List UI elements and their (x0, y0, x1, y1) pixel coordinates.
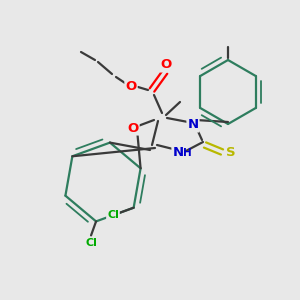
Text: O: O (160, 58, 172, 71)
Text: N: N (188, 118, 199, 131)
Text: O: O (128, 122, 139, 134)
Text: Cl: Cl (107, 210, 119, 220)
Text: S: S (226, 146, 236, 158)
Text: N: N (172, 146, 184, 158)
Text: O: O (125, 80, 136, 94)
Text: H: H (183, 148, 191, 158)
Text: Cl: Cl (85, 238, 97, 248)
